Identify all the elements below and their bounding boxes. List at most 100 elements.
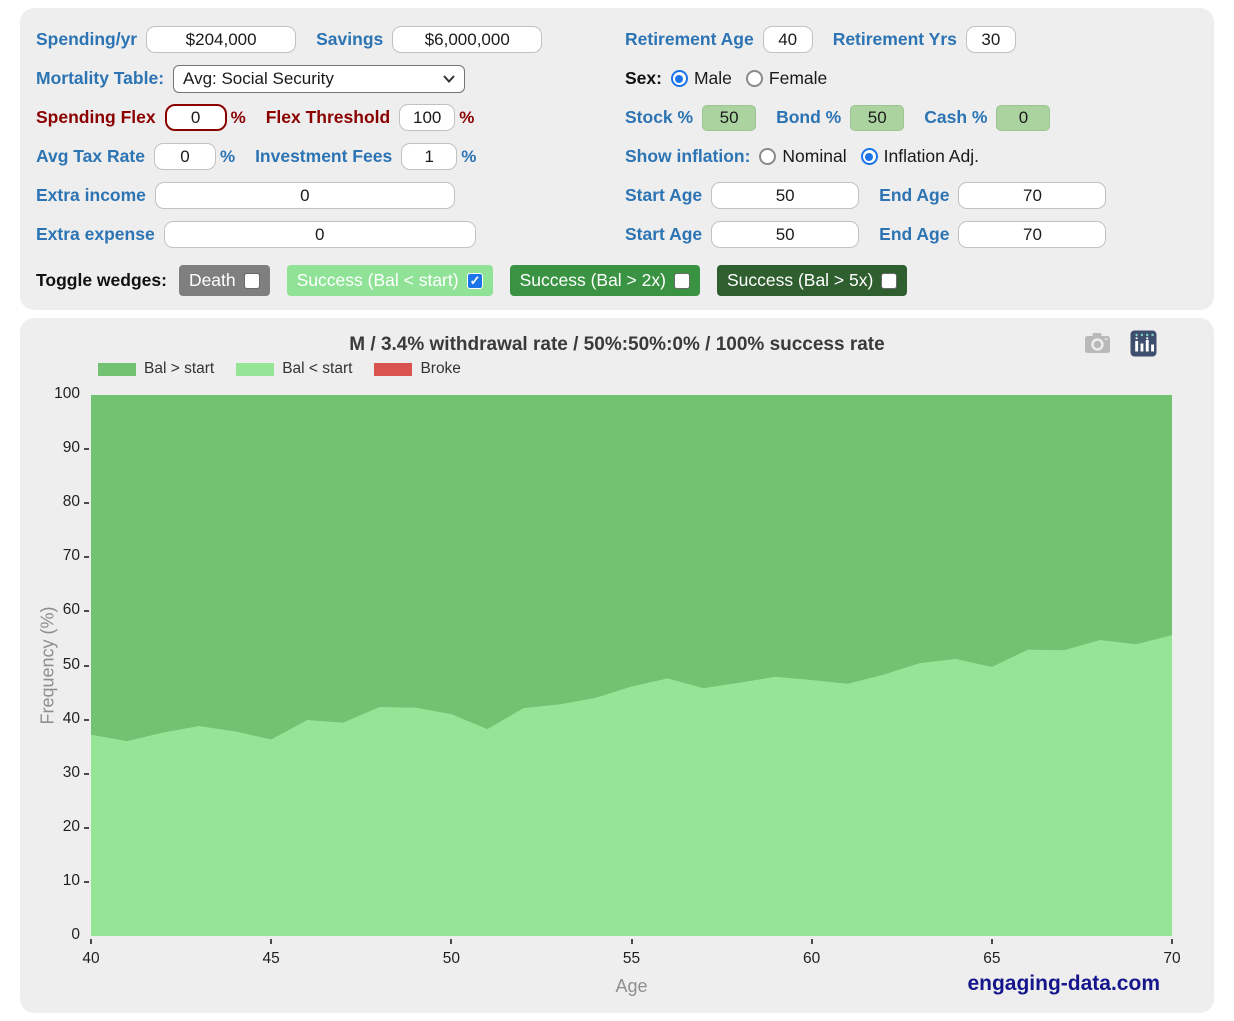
- income-end-age-label: End Age: [879, 185, 950, 205]
- y-tick-label: 60: [62, 601, 80, 619]
- retirement-row: Retirement Age Retirement Yrs: [625, 20, 1200, 59]
- toggle-death-button[interactable]: Death: [178, 265, 270, 296]
- y-tick-mark: [84, 880, 89, 883]
- chart-panel: M / 3.4% withdrawal rate / 50%:50%:0% / …: [20, 318, 1214, 1013]
- y-tick-mark: [84, 556, 89, 559]
- fees-input[interactable]: [401, 143, 458, 170]
- savings-input[interactable]: [392, 26, 543, 53]
- expense-end-age-input[interactable]: [958, 221, 1107, 248]
- income-start-age-input[interactable]: [711, 182, 860, 209]
- extra-income-label: Extra income: [36, 185, 146, 205]
- bond-input[interactable]: [850, 104, 905, 131]
- extra-expense-label: Extra expense: [36, 224, 155, 244]
- x-tick-mark: [810, 939, 813, 944]
- extra-expense-row: Extra expense: [36, 215, 621, 254]
- mortality-select[interactable]: Avg: Social Security: [173, 64, 466, 93]
- mortality-label: Mortality Table:: [36, 68, 165, 88]
- spending-label: Spending/yr: [36, 29, 138, 49]
- extra-income-row: Extra income: [36, 176, 621, 215]
- x-tick-label: 45: [262, 950, 280, 967]
- sex-female-label: Female: [768, 68, 828, 88]
- spending-flex-input[interactable]: [164, 104, 227, 131]
- flex-threshold-input[interactable]: [399, 104, 456, 131]
- expense-end-age-label: End Age: [879, 224, 950, 244]
- mortality-row: Mortality Table: Avg: Social Security: [36, 59, 621, 98]
- spending-input[interactable]: [146, 26, 297, 53]
- toggle-success-lt-start-checkbox[interactable]: [466, 272, 483, 289]
- inflation-adj-radio[interactable]: [860, 148, 878, 165]
- toggle-success-lt-start-button[interactable]: Success (Bal < start): [286, 265, 493, 296]
- x-tick-label: 40: [82, 950, 100, 967]
- income-end-age-input[interactable]: [958, 182, 1107, 209]
- camera-icon[interactable]: [1084, 332, 1111, 359]
- toggle-success-5x-checkbox[interactable]: [881, 272, 898, 289]
- chevron-down-icon: [443, 74, 455, 83]
- bond-label: Bond %: [776, 107, 842, 127]
- extra-expense-input[interactable]: [163, 221, 476, 248]
- retirement-yrs-label: Retirement Yrs: [832, 29, 957, 49]
- toggle-success-2x-label: Success (Bal > 2x): [519, 270, 666, 290]
- y-tick-mark: [84, 826, 89, 829]
- x-tick-label: 65: [983, 950, 1001, 967]
- spending-flex-label: Spending Flex: [36, 107, 156, 127]
- flex-threshold-percent: %: [459, 107, 475, 127]
- sex-male-radio[interactable]: [670, 70, 688, 87]
- x-tick-label: 50: [442, 950, 460, 967]
- show-inflation-label: Show inflation:: [625, 146, 751, 166]
- legend-swatch: [236, 362, 275, 376]
- toggle-wedges-label: Toggle wedges:: [36, 270, 167, 290]
- legend-item: Bal < start: [236, 360, 352, 378]
- y-tick-mark: [84, 718, 89, 721]
- cash-input[interactable]: [996, 104, 1051, 131]
- y-tick-label: 50: [62, 655, 80, 673]
- toggle-success-2x-checkbox[interactable]: [673, 272, 690, 289]
- stock-label: Stock %: [625, 107, 694, 127]
- y-tick-mark: [84, 772, 89, 775]
- chart-legend: Bal > start Bal < start Broke: [98, 360, 483, 378]
- nominal-label: Nominal: [782, 146, 847, 166]
- toggle-success-lt-start-label: Success (Bal < start): [296, 270, 459, 290]
- x-tick-label: 55: [622, 950, 641, 967]
- sex-row: Sex: Male Female: [625, 59, 1200, 98]
- flex-threshold-label: Flex Threshold: [265, 107, 391, 127]
- retirement-age-input[interactable]: [762, 26, 813, 53]
- y-tick-label: 70: [62, 547, 80, 565]
- data-table-icon[interactable]: [1130, 330, 1157, 362]
- legend-label: Broke: [420, 360, 461, 377]
- y-tick-label: 100: [54, 385, 80, 402]
- expense-start-age-input[interactable]: [711, 221, 860, 248]
- retirement-yrs-input[interactable]: [965, 26, 1016, 53]
- x-tick-label: 70: [1163, 950, 1181, 967]
- cash-label: Cash %: [924, 107, 988, 127]
- toggle-success-5x-button[interactable]: Success (Bal > 5x): [716, 265, 908, 296]
- avg-tax-input[interactable]: [153, 143, 216, 170]
- extra-income-input[interactable]: [154, 182, 455, 209]
- y-tick-label: 80: [62, 493, 80, 511]
- y-tick-mark: [84, 610, 89, 613]
- inflation-row: Show inflation: Nominal Inflation Adj.: [625, 137, 1200, 176]
- toggle-success-2x-button[interactable]: Success (Bal > 2x): [509, 265, 700, 296]
- settings-right-column: Retirement Age Retirement Yrs Sex: Male …: [625, 20, 1200, 254]
- sex-female-radio[interactable]: [745, 70, 763, 87]
- nominal-radio[interactable]: [759, 148, 777, 165]
- toggle-success-5x-label: Success (Bal > 5x): [726, 270, 874, 290]
- legend-item: Broke: [374, 360, 461, 378]
- watermark-link[interactable]: engaging-data.com: [967, 972, 1160, 995]
- x-tick-mark: [990, 939, 993, 944]
- toggle-death-checkbox[interactable]: [243, 272, 260, 289]
- x-tick-mark: [1171, 939, 1173, 944]
- y-tick-label: 20: [62, 817, 80, 835]
- avg-tax-label: Avg Tax Rate: [36, 146, 145, 166]
- x-tick-label: 60: [803, 950, 821, 967]
- y-tick-label: 90: [62, 439, 80, 457]
- spending-flex-row: Spending Flex % Flex Threshold %: [36, 98, 621, 137]
- income-start-age-label: Start Age: [625, 185, 703, 205]
- y-tick-label: 30: [62, 763, 80, 781]
- y-tick-mark: [84, 448, 89, 451]
- stock-input[interactable]: [702, 104, 757, 131]
- y-tick-label: 10: [62, 871, 80, 889]
- spending-savings-row: Spending/yr Savings: [36, 20, 621, 59]
- spending-flex-percent: %: [230, 107, 246, 127]
- y-tick-label: 40: [62, 709, 80, 727]
- expense-start-age-label: Start Age: [625, 224, 703, 244]
